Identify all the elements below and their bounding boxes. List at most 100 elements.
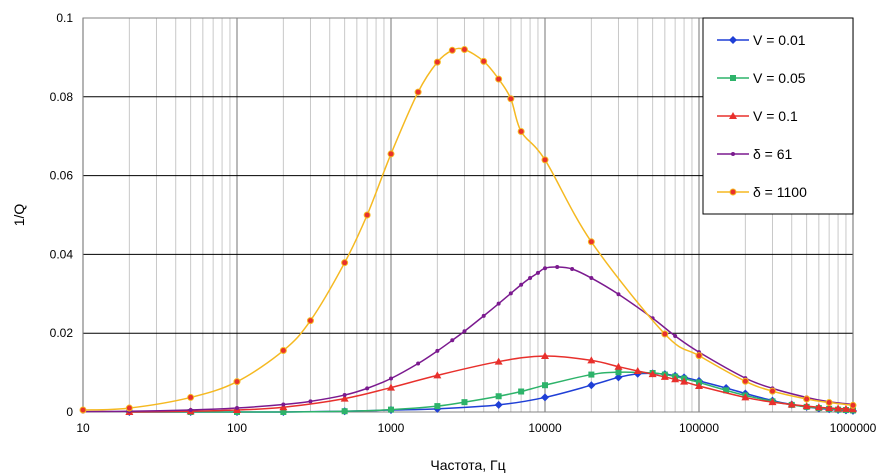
- data-point: [389, 376, 393, 381]
- y-tick-label: 0.04: [50, 247, 74, 261]
- data-point: [614, 362, 623, 370]
- data-point: [450, 338, 455, 343]
- data-point: [587, 356, 596, 364]
- data-point: [849, 401, 857, 409]
- x-tick-label: 1000: [378, 421, 405, 435]
- data-point: [480, 57, 488, 65]
- data-point: [279, 403, 288, 411]
- data-point: [616, 292, 621, 297]
- data-point: [462, 329, 467, 334]
- legend-label: δ = 1100: [753, 184, 807, 200]
- data-point: [495, 75, 503, 83]
- legend-entry: V = 0.05: [717, 70, 806, 86]
- data-point: [518, 388, 525, 395]
- x-tick-label: 10: [76, 421, 90, 435]
- data-point: [517, 127, 525, 135]
- series-4: [79, 46, 857, 414]
- data-point: [448, 46, 456, 54]
- data-point: [741, 393, 750, 401]
- data-point: [341, 259, 349, 267]
- data-point: [535, 270, 540, 275]
- data-point: [494, 357, 503, 365]
- data-point: [589, 276, 594, 281]
- series-line: [82, 47, 854, 411]
- y-tick-label: 0: [66, 405, 73, 419]
- legend: V = 0.01 V = 0.05 V = 0.1 δ = 61 δ = 1100: [702, 17, 854, 215]
- y-tick-label: 0.1: [56, 11, 73, 25]
- data-point: [741, 377, 749, 385]
- data-point: [787, 400, 796, 408]
- data-point: [587, 238, 595, 246]
- data-point: [461, 399, 468, 406]
- data-point: [363, 211, 371, 219]
- y-tick-label: 0.06: [50, 169, 74, 183]
- legend-entry: δ = 61: [717, 146, 793, 162]
- data-point: [555, 265, 560, 270]
- data-point: [387, 383, 395, 391]
- data-point: [342, 393, 347, 398]
- legend-label: V = 0.01: [753, 32, 806, 48]
- data-point: [306, 317, 314, 325]
- data-point: [341, 408, 348, 415]
- data-point: [633, 367, 642, 375]
- data-point: [729, 188, 737, 196]
- x-axis-title: Частота, Гц: [430, 457, 505, 473]
- data-point: [542, 382, 548, 389]
- data-point: [834, 404, 843, 412]
- data-point: [507, 95, 515, 103]
- data-point: [825, 404, 834, 412]
- series-layer: [79, 46, 857, 416]
- data-point: [125, 404, 133, 412]
- data-point: [841, 404, 850, 412]
- data-point: [416, 361, 421, 366]
- data-point: [648, 370, 657, 378]
- data-point: [695, 381, 703, 389]
- data-point: [519, 282, 524, 287]
- x-tick-label: 1000000: [830, 421, 877, 435]
- data-point: [365, 386, 370, 391]
- x-tick-label: 100000: [679, 421, 719, 435]
- legend-label: V = 0.05: [753, 70, 806, 86]
- data-point: [79, 406, 87, 414]
- data-point: [187, 393, 195, 401]
- series-line: [82, 266, 854, 413]
- data-point: [729, 36, 737, 44]
- data-point: [825, 399, 833, 407]
- data-point: [731, 152, 735, 156]
- data-point: [387, 150, 395, 158]
- gridlines: [82, 17, 854, 413]
- legend-entry: δ = 1100: [717, 184, 807, 200]
- legend-label: V = 0.1: [753, 108, 798, 124]
- data-point: [588, 371, 595, 378]
- y-axis-ticks: 0 0.02 0.04 0.06 0.08 0.1: [50, 11, 74, 419]
- y-axis-title: 1/Q: [11, 204, 27, 227]
- data-point: [729, 112, 737, 119]
- y-tick-label: 0.08: [50, 90, 74, 104]
- data-point: [614, 373, 623, 382]
- data-point: [543, 266, 547, 271]
- data-point: [723, 387, 730, 394]
- x-axis-ticks: 10 100 1000 10000 100000 1000000: [76, 421, 876, 435]
- data-point: [233, 378, 241, 386]
- data-point: [188, 408, 193, 413]
- data-point: [615, 369, 622, 376]
- data-point: [570, 266, 575, 271]
- plot-area-frame: [82, 17, 854, 413]
- data-point: [308, 399, 313, 404]
- data-point: [434, 403, 441, 410]
- data-point: [433, 371, 442, 379]
- series-line: [129, 371, 854, 413]
- data-point: [768, 387, 776, 395]
- data-point: [695, 352, 703, 360]
- data-point: [660, 372, 669, 380]
- data-point: [803, 395, 811, 403]
- data-point: [671, 375, 680, 383]
- x-tick-label: 100: [227, 421, 247, 435]
- data-point: [508, 291, 513, 296]
- data-point: [680, 377, 689, 385]
- data-point: [661, 330, 669, 338]
- data-point: [235, 406, 239, 411]
- data-point: [673, 333, 678, 338]
- data-point: [802, 402, 811, 410]
- series-2: [125, 352, 857, 415]
